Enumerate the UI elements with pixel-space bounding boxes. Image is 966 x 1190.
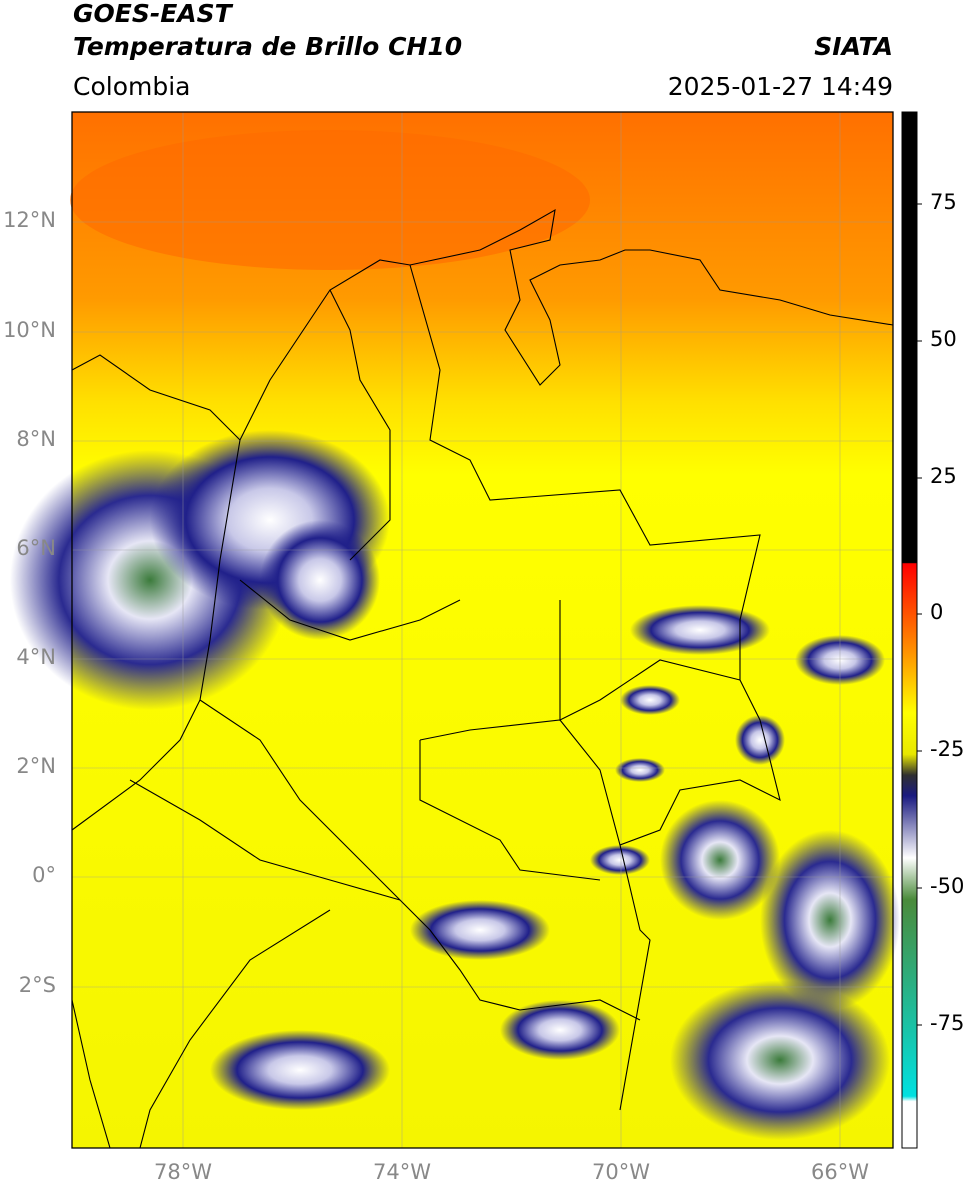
lat-label: 2°N (16, 754, 56, 778)
title-product: Temperatura de Brillo CH10 (73, 32, 463, 61)
lat-label: 6°N (16, 536, 56, 560)
lat-label: 4°N (16, 645, 56, 669)
borders (71, 208, 894, 1149)
colorbar-label: 25 (930, 464, 957, 488)
lat-label: 0° (32, 863, 56, 887)
colorbar-label: -75 (930, 1011, 965, 1035)
region-label: Colombia (73, 72, 191, 101)
map-frame (71, 111, 894, 1149)
timestamp-label: 2025-01-27 14:49 (667, 72, 893, 101)
title-satellite: GOES-EAST (73, 0, 232, 28)
lon-label: 78°W (154, 1160, 212, 1184)
colorbar-label: 75 (930, 190, 957, 214)
lat-label: 8°N (16, 427, 56, 451)
colorbar-label: -25 (930, 737, 965, 761)
colorbar-label: 0 (930, 600, 944, 624)
lon-label: 66°W (811, 1160, 869, 1184)
colorbar (901, 111, 918, 1149)
lat-label: 10°N (3, 318, 56, 342)
colorbar-label: 50 (930, 327, 957, 351)
lat-label: 2°S (18, 973, 56, 997)
lon-label: 70°W (592, 1160, 650, 1184)
graticule (72, 112, 893, 1148)
lon-label: 74°W (373, 1160, 431, 1184)
source-label: SIATA (814, 32, 893, 61)
cloud-tops (10, 430, 900, 1140)
lat-label: 12°N (3, 208, 56, 232)
colorbar-label: -50 (930, 874, 965, 898)
